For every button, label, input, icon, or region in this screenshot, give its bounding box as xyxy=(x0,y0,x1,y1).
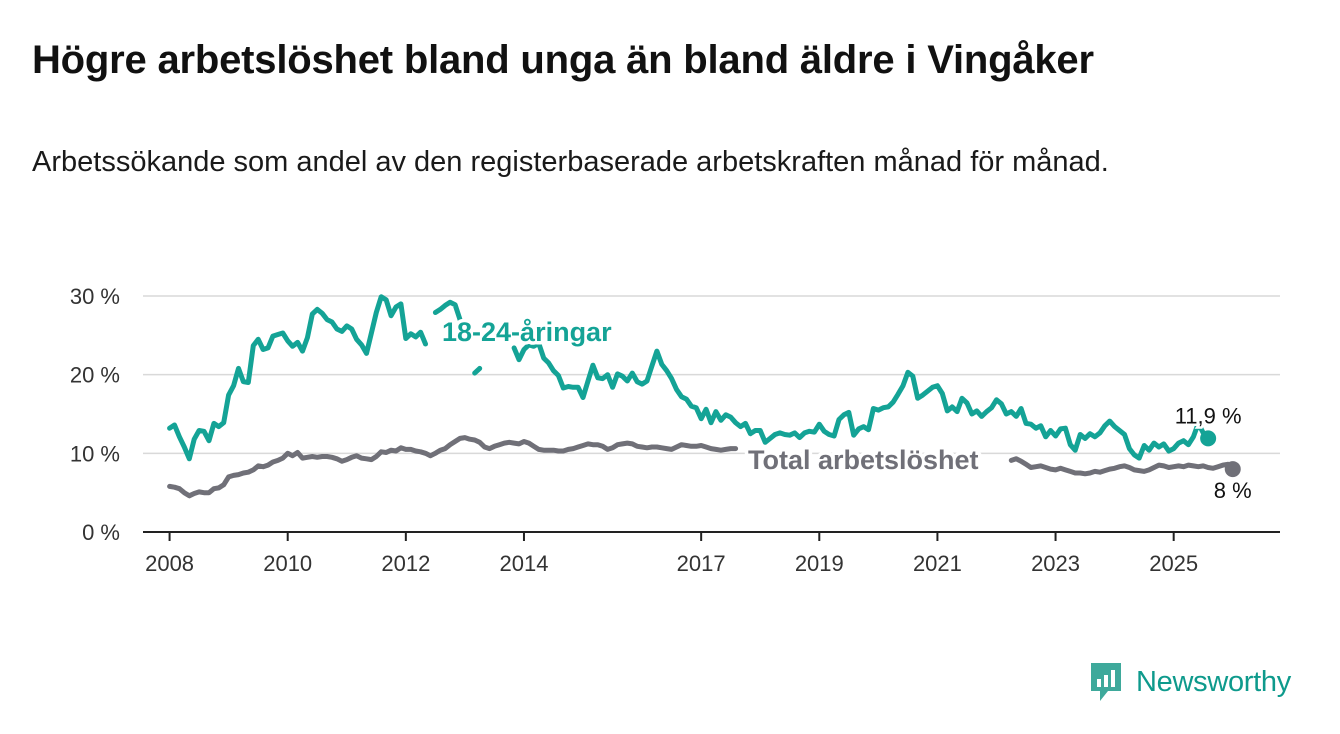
x-tick-label-2017: 2017 xyxy=(677,551,726,576)
series-line-total xyxy=(167,435,1236,499)
brand-name: Newsworthy xyxy=(1136,665,1291,698)
y-tick-label-20: 20 % xyxy=(70,363,120,388)
newsworthy-logo-icon xyxy=(1091,663,1121,701)
x-tick-label-2025: 2025 xyxy=(1149,551,1198,576)
series-label-total: Total arbetslöshet xyxy=(748,445,979,475)
end-label-youth: 11,9 % xyxy=(1175,403,1242,428)
x-tick-label-2008: 2008 xyxy=(145,551,194,576)
x-tick-label-2012: 2012 xyxy=(381,551,430,576)
chart-title: Högre arbetslöshet bland unga än bland ä… xyxy=(32,38,1094,82)
chart-subtitle: Arbetssökande som andel av den registerb… xyxy=(32,146,1109,178)
series-line-youth xyxy=(167,294,1211,462)
gridlines xyxy=(143,295,1280,455)
x-tick-label-2019: 2019 xyxy=(795,551,844,576)
y-tick-label-0: 0 % xyxy=(82,520,120,545)
x-tick-label-2023: 2023 xyxy=(1031,551,1080,576)
series-label-youth: 18-24-åringar xyxy=(442,317,612,347)
end-label-total: 8 % xyxy=(1214,478,1252,503)
end-point-total xyxy=(1224,461,1241,478)
x-tick-label-2010: 2010 xyxy=(263,551,312,576)
x-tick-label-2021: 2021 xyxy=(913,551,962,576)
x-tick-label-2014: 2014 xyxy=(499,551,548,576)
brand-logo: Newsworthy xyxy=(1088,660,1291,704)
series-layer xyxy=(167,294,1241,499)
y-tick-label-10: 10 % xyxy=(70,441,120,466)
axes: 0 % 10 % 20 % 30 % 2008 2010 2012 2014 2017 2019 2… xyxy=(70,284,1280,576)
end-point-youth xyxy=(1200,430,1217,447)
series-labels: 18-24-åringar Total arbetslöshet 11,9 % 8 % xyxy=(439,314,1255,506)
y-tick-label-30: 30 % xyxy=(70,284,120,309)
